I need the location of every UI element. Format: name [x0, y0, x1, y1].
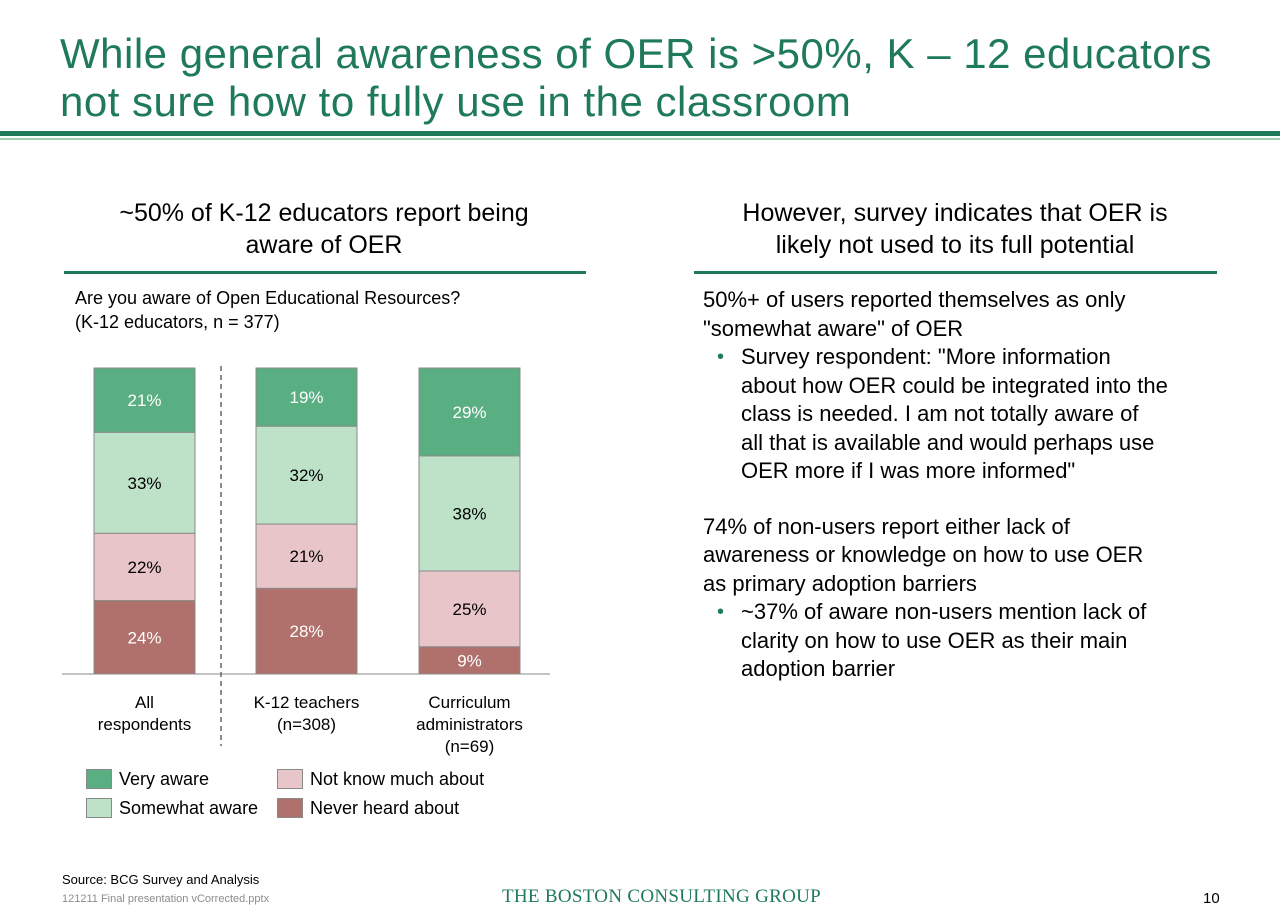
finding-2-line-3: as primary adoption barriers	[703, 570, 977, 596]
legend-item-not-know-much: Not know much about	[277, 767, 484, 791]
bar-segment-not-know-much-about	[255, 523, 358, 589]
finding-2-bullet: • ~37% of aware non-users mention lack o…	[703, 598, 1223, 684]
data-label: 19%	[289, 388, 323, 407]
data-label: 21%	[127, 391, 161, 410]
category-label: All	[135, 693, 154, 712]
bcg-logo: THE BOSTON CONSULTING GROUP	[502, 886, 821, 907]
bullet-2-line: clarity on how to use OER as their main	[741, 627, 1128, 653]
file-name: 121211 Final presentation vCorrected.ppt…	[62, 893, 270, 905]
bar-segment-never-heard-about	[418, 646, 521, 675]
category-label: (n=69)	[445, 737, 495, 756]
bullet-1-line: Survey respondent: "More information	[741, 344, 1111, 369]
category-label: K-12 teachers	[254, 693, 360, 712]
category-label: respondents	[98, 715, 192, 734]
title-divider	[0, 131, 1280, 136]
legend-label-very-aware: Very aware	[119, 768, 210, 789]
finding-2: 74% of non-users report either lack of a…	[703, 513, 1223, 599]
data-label: 22%	[127, 558, 161, 577]
legend-item-never-heard: Never heard about	[277, 796, 459, 820]
category-label: Curriculum	[428, 693, 510, 712]
bullet-1-line: about how OER could be integrated into t…	[741, 372, 1168, 398]
finding-1-line-1: 50%+ of users reported themselves as onl…	[703, 287, 1126, 312]
findings-text: 50%+ of users reported themselves as onl…	[703, 286, 1223, 684]
question-line-1: Are you aware of Open Educational Resour…	[75, 288, 461, 308]
category-label: administrators	[416, 715, 523, 734]
bar-segment-somewhat-aware	[255, 425, 358, 525]
bullet-icon: •	[717, 601, 725, 623]
finding-1-bullet: • Survey respondent: "More information a…	[703, 343, 1223, 486]
title-line-2: not sure how to fully use in the classro…	[60, 78, 852, 125]
category-label: (n=308)	[277, 715, 336, 734]
bar-segment-not-know-much-about	[418, 570, 521, 648]
question-line-2: (K-12 educators, n = 377)	[75, 312, 280, 332]
legend-swatch-very-aware	[86, 769, 112, 789]
source-note: Source: BCG Survey and Analysis	[62, 872, 260, 887]
legend-item-very-aware: Very aware	[86, 767, 209, 791]
legend-swatch-somewhat-aware	[86, 798, 112, 818]
left-heading-line-1: ~50% of K-12 educators report being	[119, 199, 529, 227]
title-divider-light	[0, 138, 1280, 140]
bar-segment-very-aware	[418, 367, 521, 457]
data-label: 38%	[452, 504, 486, 523]
legend-label-never-heard: Never heard about	[310, 797, 460, 818]
title-line-1: While general awareness of OER is >50%, …	[60, 30, 1213, 77]
slide-title: While general awareness of OER is >50%, …	[60, 30, 1240, 126]
bar-segment-somewhat-aware	[418, 455, 521, 572]
data-label: 21%	[289, 547, 323, 566]
left-heading-line-2: aware of OER	[245, 231, 403, 259]
data-label: 25%	[452, 600, 486, 619]
legend-swatch-not-know-much	[277, 769, 303, 789]
data-label: 33%	[127, 474, 161, 493]
data-label: 28%	[289, 622, 323, 641]
data-label: 9%	[457, 651, 482, 670]
data-label: 24%	[127, 628, 161, 647]
finding-1-line-2: "somewhat aware" of OER	[703, 315, 964, 341]
legend-swatch-never-heard	[277, 798, 303, 818]
page-number: 10	[1203, 890, 1220, 907]
left-heading-rule	[64, 271, 586, 274]
right-heading: However, survey indicates that OER is li…	[694, 197, 1216, 261]
bullet-1-line: all that is available and would perhaps …	[741, 429, 1155, 455]
right-heading-line-1: However, survey indicates that OER is	[742, 199, 1168, 227]
legend-label-somewhat-aware: Somewhat aware	[119, 797, 259, 818]
bar-segment-very-aware	[93, 367, 196, 433]
finding-1: 50%+ of users reported themselves as onl…	[703, 286, 1223, 343]
legend-label-not-know-much: Not know much about	[310, 768, 485, 789]
data-label: 29%	[452, 403, 486, 422]
right-heading-line-2: likely not used to its full potential	[775, 231, 1135, 259]
bullet-1-line: class is needed. I am not totally aware …	[741, 401, 1139, 426]
data-label: 32%	[289, 466, 323, 485]
finding-2-line-2: awareness or knowledge on how to use OER	[703, 542, 1144, 567]
bullet-2-line: ~37% of aware non-users mention lack of	[741, 599, 1147, 624]
legend-item-somewhat-aware: Somewhat aware	[86, 796, 258, 820]
bullet-1-line: OER more if I was more informed"	[741, 458, 1076, 483]
survey-question: Are you aware of Open Educational Resour…	[75, 286, 460, 334]
bullet-2-line: adoption barrier	[741, 656, 896, 681]
bullet-icon: •	[717, 346, 725, 368]
left-heading: ~50% of K-12 educators report being awar…	[64, 197, 584, 261]
finding-2-line-1: 74% of non-users report either lack of	[703, 513, 1070, 539]
bar-segment-very-aware	[255, 367, 358, 427]
awareness-stacked-bar-chart: 24% 22% 33% 21% All respondents 28% 21% 32% 19% K-…	[62, 366, 550, 756]
chart-legend: Very aware Somewhat aware Not know much …	[86, 767, 546, 823]
right-heading-rule	[694, 271, 1217, 274]
